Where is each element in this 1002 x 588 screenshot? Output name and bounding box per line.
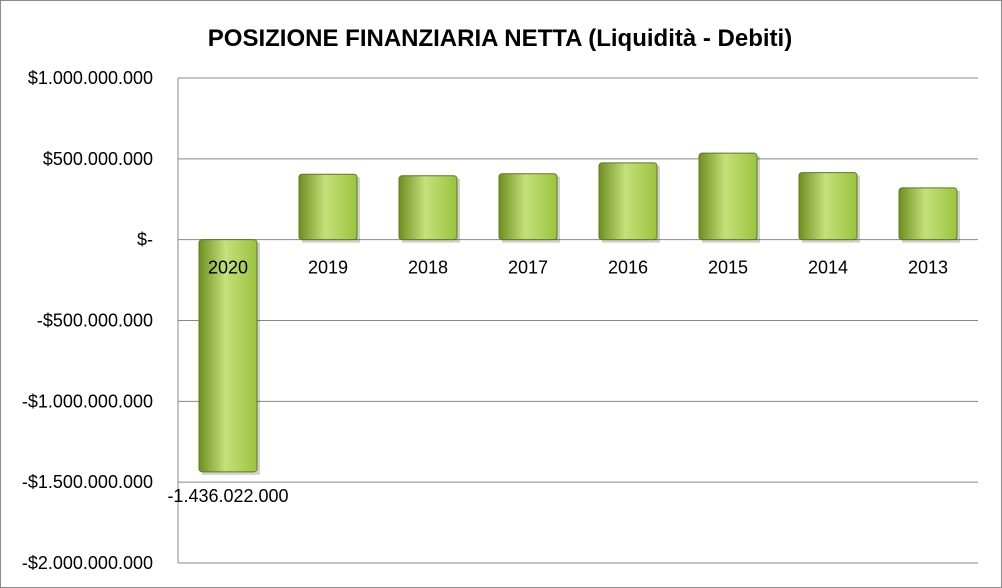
category-label-2015: 2015 <box>708 258 748 278</box>
bar-2013 <box>898 187 958 241</box>
y-tick-label: $- <box>137 230 153 250</box>
y-tick-label: -$2.000.000.000 <box>22 553 153 573</box>
category-label-2019: 2019 <box>308 258 348 278</box>
bars <box>198 152 960 475</box>
bar-2015 <box>698 152 758 241</box>
data-label-2020: -1.436.022.000 <box>167 486 288 506</box>
bar-2018 <box>398 175 458 241</box>
category-label-2018: 2018 <box>408 258 448 278</box>
category-label-2020: 2020 <box>208 258 248 278</box>
y-tick-label: -$1.500.000.000 <box>22 472 153 492</box>
gridlines <box>177 77 978 564</box>
bar-2014 <box>798 172 858 241</box>
bar-2020 <box>198 239 258 473</box>
category-label-2017: 2017 <box>508 258 548 278</box>
chart-title: POSIZIONE FINANZIARIA NETTA (Liquidità -… <box>208 25 792 52</box>
category-label-2016: 2016 <box>608 258 648 278</box>
category-label-2014: 2014 <box>808 258 848 278</box>
y-tick-label: -$500.000.000 <box>37 311 153 331</box>
data-labels: -1.436.022.000 <box>167 486 288 506</box>
y-axis-tick-labels: $1.000.000.000 $500.000.000 $- -$500.000.00… <box>22 68 153 573</box>
bar-2016 <box>598 162 658 241</box>
bar-2019 <box>298 173 358 241</box>
y-tick-label: -$1.000.000.000 <box>22 391 153 411</box>
bar-2017 <box>498 173 558 241</box>
y-tick-label: $1.000.000.000 <box>28 68 153 88</box>
y-tick-label: $500.000.000 <box>43 149 153 169</box>
category-label-2013: 2013 <box>908 258 948 278</box>
category-labels: 2020 2019 2018 2017 2016 2015 2014 2013 <box>208 258 948 278</box>
